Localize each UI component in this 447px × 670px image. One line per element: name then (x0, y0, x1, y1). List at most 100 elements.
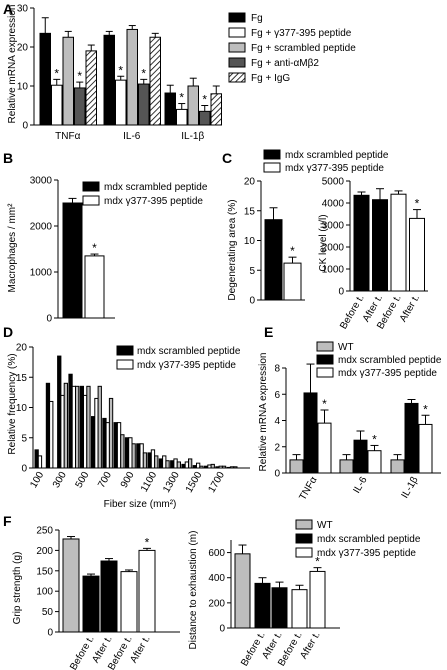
y-tick-label: 200 (208, 598, 225, 609)
legend-swatch-gamma (82, 195, 100, 206)
legend-swatch-scrambled (316, 354, 334, 365)
bar (120, 434, 125, 469)
panel-a-ylabel: Relative mRNA expression (7, 5, 18, 124)
bar (115, 79, 127, 126)
bar (234, 553, 251, 629)
panel-f-left-ylabel: Grip strength (g) (12, 552, 23, 625)
bar (176, 108, 188, 126)
x-tick-label: IL-1β (400, 475, 421, 501)
bar (154, 455, 159, 469)
legend-label-gamma: mdx γ377-395 peptide (338, 368, 437, 379)
panel-d-ylabel: Relative frequency (%) (7, 353, 18, 454)
bar (303, 392, 318, 474)
bar (62, 36, 74, 126)
y-tick-label: 0 (274, 469, 280, 480)
y-tick-label: 20 (16, 343, 28, 354)
panel-b-legend: mdx scrambled peptide mdx γ377-395 pepti… (82, 181, 208, 207)
bar (149, 36, 161, 126)
legend-label-gamma: Fg + γ377-395 peptide (251, 28, 352, 39)
bar (339, 459, 354, 474)
y-tick-label: 4000 (322, 199, 345, 210)
x-tick-label: 1500 (184, 470, 205, 495)
panel-c-legend: mdx scrambled peptide mdx γ377-395 pepti… (263, 149, 389, 174)
y-tick-label: 10 (17, 82, 29, 93)
x-tick-label: TNFα (297, 475, 319, 503)
bar (85, 50, 97, 126)
y-tick-label: 30 (17, 4, 29, 15)
legend-label-fg: Fg (251, 13, 263, 24)
bar (188, 458, 193, 469)
bar (164, 92, 176, 126)
bar (82, 575, 100, 633)
y-tick-label: 15 (16, 373, 28, 384)
bar (199, 110, 211, 126)
y-tick-label: 0 (338, 287, 344, 298)
bar (97, 385, 102, 469)
legend-swatch-gamma (316, 367, 334, 378)
y-tick-label: 2000 (30, 222, 53, 233)
bar (108, 397, 114, 469)
y-tick-label: 600 (208, 548, 225, 559)
significance-star: * (415, 197, 420, 211)
legend-swatch-scrambled (263, 149, 281, 160)
bar (317, 422, 332, 474)
bar (62, 202, 83, 319)
bar (165, 460, 170, 469)
x-tick-label: Before t. (338, 293, 366, 331)
panel-letter-d: D (3, 324, 13, 340)
panel-c-left-ylabel: Degenerating area (%) (227, 199, 238, 300)
significance-star: * (372, 432, 377, 446)
y-tick-label: 20 (244, 177, 256, 188)
panel-f-legend: WT mdx scrambled peptide mdx γ377-395 pe… (295, 519, 421, 559)
bar (418, 423, 433, 474)
y-tick-label: 2 (274, 442, 280, 453)
x-tick-label: IL-1β (181, 131, 204, 142)
x-tick-label: TNFα (55, 131, 80, 142)
y-tick-label: 400 (208, 573, 225, 584)
bar (131, 443, 136, 469)
legend-swatch-igg (228, 72, 246, 83)
legend-label-wt: WT (338, 342, 354, 353)
legend-label-scrambled: mdx scrambled peptide (285, 150, 389, 161)
panel-a-legend: Fg Fg + γ377-395 peptide Fg + scrambled … (228, 12, 356, 84)
x-tick-label: 500 (74, 470, 92, 490)
significance-star: * (77, 69, 82, 83)
y-tick-label: 2000 (322, 243, 345, 254)
bar (372, 199, 388, 292)
panel-e: Relative mRNA expression 0 2 4 6 8 TNFα IL-6 IL… (258, 341, 442, 503)
legend-label-gamma: mdx γ377-395 peptide (285, 163, 384, 174)
x-tick-label: 1100 (139, 470, 159, 495)
legend-label-scrambled: mdx scrambled peptide (317, 534, 421, 545)
bar (221, 465, 227, 469)
legend-swatch-scrambled (82, 181, 100, 192)
legend-label-scrambled: mdx scrambled peptide (104, 182, 208, 193)
y-tick-label: 200 (36, 546, 53, 557)
panel-d: Relative frequency (%) Fiber size (mm²) … (7, 343, 250, 510)
y-tick-label: 0 (21, 464, 27, 475)
y-tick-label: 0 (249, 296, 255, 307)
bar (176, 461, 181, 469)
legend-label-scrambled: Fg + scrambled peptide (251, 43, 356, 54)
bar (291, 589, 308, 629)
panel-letter-a: A (3, 1, 13, 17)
bar (84, 255, 105, 319)
bar (404, 402, 419, 474)
bar (187, 85, 199, 126)
legend-swatch-scrambled (295, 533, 313, 544)
panel-e-legend: WT mdx scrambled peptide mdx γ377-395 pe… (316, 341, 442, 379)
significance-star: * (118, 63, 123, 77)
x-tick-label: 900 (119, 470, 137, 490)
y-tick-label: 1000 (30, 268, 53, 279)
panel-b: Macrophages / mm² 0 1000 2000 3000 * mdx sc… (7, 176, 208, 325)
panel-f-right-ylabel: Distance to exhaustion (m) (188, 531, 199, 650)
y-tick-label: 150 (36, 566, 53, 577)
y-tick-label: 6 (274, 390, 280, 401)
panel-d-legend: mdx scrambled peptide mdx γ377-395 pepti… (116, 345, 241, 371)
y-tick-label: 10 (16, 403, 28, 414)
bar (390, 459, 405, 474)
significance-star: * (202, 93, 207, 107)
legend-swatch-gamma (116, 359, 134, 370)
bar (283, 262, 302, 301)
bar (100, 560, 118, 633)
bar (37, 455, 43, 469)
